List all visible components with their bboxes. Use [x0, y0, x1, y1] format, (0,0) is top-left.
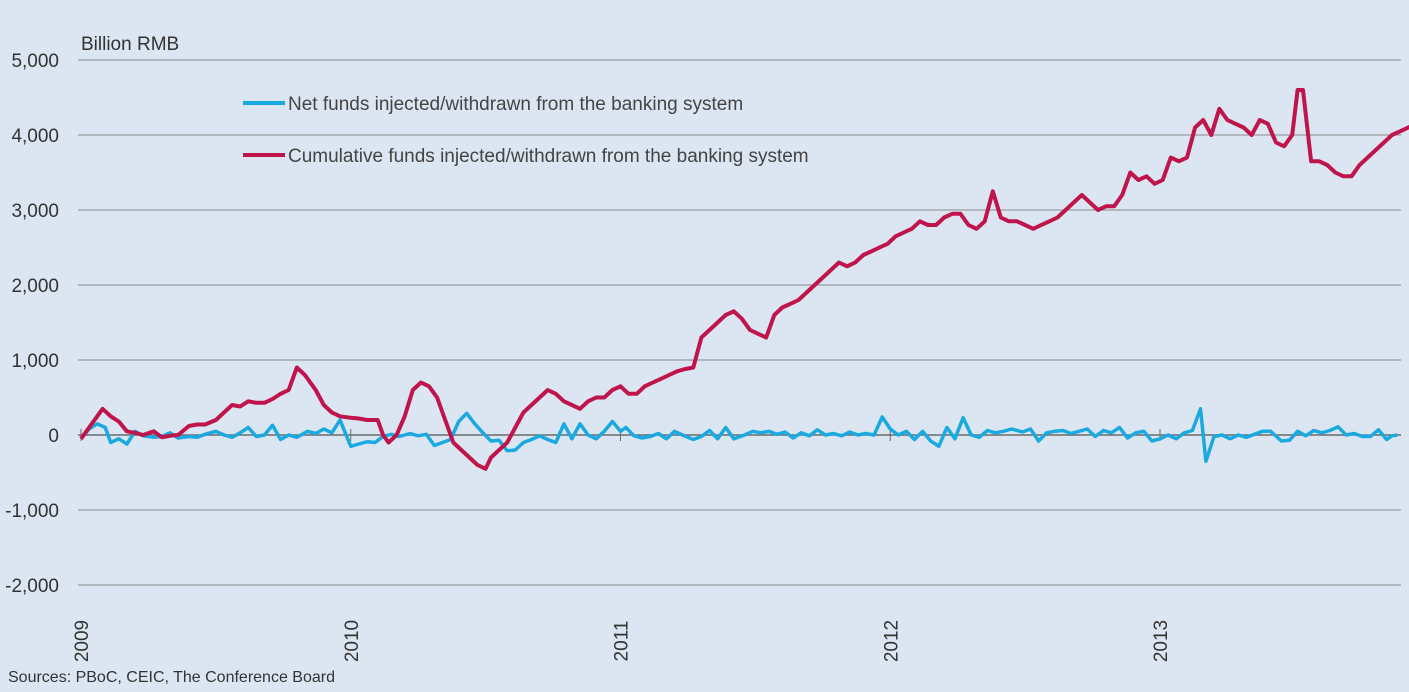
- legend-label-cumulative: Cumulative funds injected/withdrawn from…: [288, 146, 809, 167]
- y-tick-label: 3,000: [11, 201, 59, 222]
- series-lines: [79, 88, 1409, 471]
- x-tick-label: 2012: [881, 620, 902, 662]
- y-tick-label: 4,000: [11, 126, 59, 147]
- x-axis: 2009 2010 2011 2012 2013: [72, 429, 1172, 662]
- y-tick-label: 0: [48, 426, 59, 447]
- legend-label-net: Net funds injected/withdrawn from the ba…: [288, 94, 743, 115]
- y-tick-label: 2,000: [11, 276, 59, 297]
- legend: Net funds injected/withdrawn from the ba…: [243, 94, 809, 167]
- source-note: Sources: PBoC, CEIC, The Conference Boar…: [8, 669, 335, 686]
- y-tick-label: 5,000: [11, 51, 59, 72]
- y-tick-label: 1,000: [11, 351, 59, 372]
- y-tick-label: -1,000: [5, 501, 59, 522]
- x-tick-label: 2013: [1151, 620, 1172, 662]
- net-funds-line: [79, 407, 1398, 464]
- x-tick-label: 2010: [342, 620, 363, 662]
- unit-label: Billion RMB: [81, 34, 179, 55]
- x-tick-label: 2009: [72, 620, 93, 662]
- y-axis-tick-labels: 5,000 4,000 3,000 2,000 1,000 0 -1,000 -2,000: [5, 51, 59, 597]
- x-tick-label: 2011: [612, 621, 633, 662]
- horizontal-gridlines: [78, 59, 1401, 586]
- y-tick-label: -2,000: [5, 576, 59, 597]
- cumulative-funds-line: [79, 88, 1409, 471]
